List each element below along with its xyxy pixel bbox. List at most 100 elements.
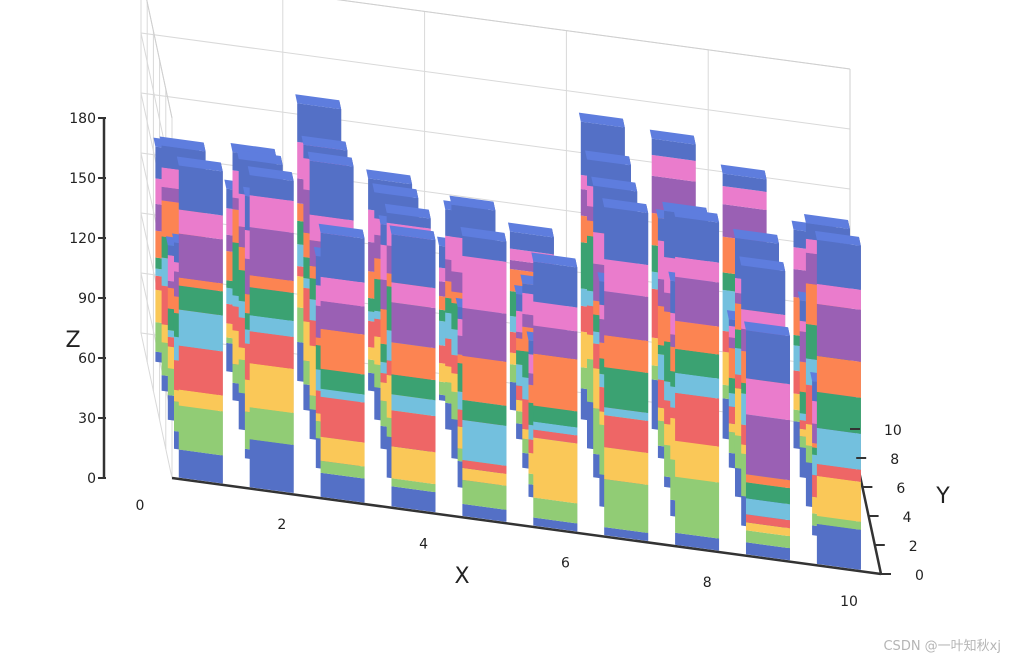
bar-stack xyxy=(318,223,365,503)
bar-segment xyxy=(745,474,790,489)
bar-top-face xyxy=(739,256,786,272)
y-tick-label: 8 xyxy=(890,452,899,468)
z-tick-label: 60 xyxy=(78,351,96,367)
bar-top-face xyxy=(591,176,638,192)
bar-top-face xyxy=(295,94,342,110)
bar-stack xyxy=(460,226,507,522)
bar-segment xyxy=(722,173,767,192)
bar-stack xyxy=(531,252,578,532)
bar-segment xyxy=(816,239,861,290)
bar-segment xyxy=(178,277,223,292)
bar-segment xyxy=(462,255,507,314)
bar-segment xyxy=(391,282,436,309)
bar-segment xyxy=(675,276,720,327)
bar-segment xyxy=(675,256,720,283)
bar-top-face xyxy=(744,321,790,337)
z-axis-title: Z xyxy=(65,328,80,353)
bar-segment xyxy=(462,459,507,474)
bar-segment xyxy=(320,460,365,479)
bar-segment xyxy=(309,160,354,221)
bar-segment xyxy=(745,414,790,481)
bar-segment xyxy=(745,330,790,385)
bar-segment xyxy=(816,283,861,310)
bar-segment xyxy=(675,216,720,263)
bar-segment xyxy=(675,320,720,355)
bar-top-face xyxy=(733,228,779,244)
bar-segment xyxy=(462,467,507,486)
x-tick-label: 6 xyxy=(561,556,570,572)
bar-segment xyxy=(462,479,507,510)
bar-segment xyxy=(320,472,365,503)
bar-segment xyxy=(604,335,649,374)
z-tick-label: 180 xyxy=(69,111,96,127)
bar-segment xyxy=(604,291,649,342)
z-tick-labels: 0 30 60 90 120 150 180 xyxy=(69,111,106,487)
bar-segment xyxy=(249,331,294,370)
bar-top-face xyxy=(507,222,554,238)
bar-segment xyxy=(675,476,720,539)
bar-segment xyxy=(249,287,294,322)
z-tick-label: 90 xyxy=(78,291,96,307)
bar-stack xyxy=(744,321,790,561)
bar-segment xyxy=(675,440,720,483)
bar-top-face xyxy=(460,226,507,242)
bar-top-face xyxy=(366,169,413,185)
bar-segment xyxy=(391,302,436,349)
bar-segment xyxy=(745,498,790,521)
bar-segment xyxy=(320,300,365,335)
bar-segment xyxy=(249,363,294,414)
bar-segment xyxy=(249,175,294,202)
bar-top-face xyxy=(389,225,436,241)
bar-segment xyxy=(604,479,649,534)
bar-segment xyxy=(816,355,861,398)
bar-top-face xyxy=(673,207,720,223)
bar-segment xyxy=(745,482,790,505)
x-tick-label: 10 xyxy=(840,594,858,610)
bar-top-face xyxy=(176,156,223,172)
bar-top-face xyxy=(307,151,354,167)
bar-segment xyxy=(320,276,365,307)
bar-segment xyxy=(533,353,578,412)
bar-segment xyxy=(604,527,649,542)
z-tick-label: 120 xyxy=(69,231,96,247)
axis-labels: 0 30 60 90 120 150 180 0 2 4 6 8 10 0 2 4 6 8 10 X Y Z xyxy=(65,111,950,610)
bar-segment xyxy=(745,514,790,529)
bar-segment xyxy=(509,231,554,255)
bar-segment xyxy=(604,415,649,454)
bar-segment xyxy=(462,235,507,262)
bar-segment xyxy=(178,165,223,216)
bar-segment xyxy=(391,478,436,493)
bar-top-face xyxy=(720,164,767,180)
bar-segment xyxy=(604,367,649,414)
bar-segment xyxy=(178,449,223,484)
bar-segment xyxy=(320,396,365,443)
bar-segment xyxy=(533,437,578,504)
bar-segment xyxy=(249,227,294,282)
bar-top-face xyxy=(585,150,631,166)
bar-segment xyxy=(722,185,767,211)
bar-segment xyxy=(320,388,365,403)
z-tick-label: 150 xyxy=(69,171,96,187)
z-tick-label: 0 xyxy=(87,471,96,487)
bar-segment xyxy=(533,261,578,308)
bar-segment xyxy=(651,154,696,182)
x-tick-label: 2 xyxy=(277,517,286,533)
bar-top-face xyxy=(318,223,365,239)
bar-segment xyxy=(178,285,223,316)
bar-stack xyxy=(176,156,223,484)
bar-segment xyxy=(320,368,365,395)
bar-segment xyxy=(320,436,365,467)
bar-segment xyxy=(533,325,578,360)
bar-segment xyxy=(462,503,507,522)
bar-segment xyxy=(816,463,861,482)
grid-line xyxy=(146,0,851,119)
front-bars xyxy=(176,156,861,570)
bar-top-face xyxy=(236,149,283,165)
x-tick-label: 0 xyxy=(136,498,145,514)
bar-top-face xyxy=(159,136,206,152)
watermark: CSDN @一叶知秋xj xyxy=(883,639,1001,654)
bar-top-face xyxy=(649,129,696,145)
bar-segment xyxy=(178,233,223,284)
bar-segment xyxy=(178,405,223,456)
bar-segment xyxy=(391,394,436,417)
